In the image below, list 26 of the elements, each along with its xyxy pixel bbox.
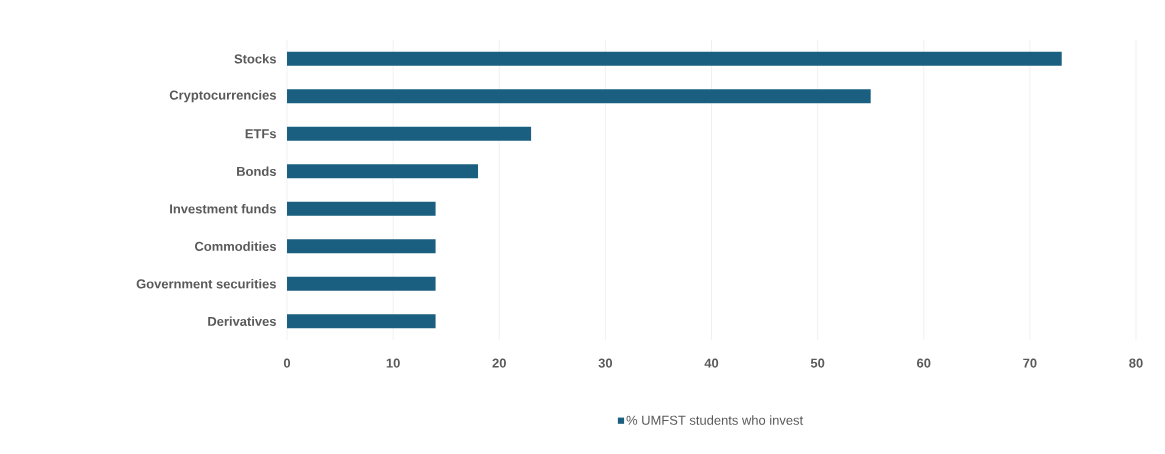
- x-tick-label: 20: [492, 358, 506, 368]
- y-tick-label: ETFs: [245, 129, 276, 139]
- legend-label: % UMFST students who invest: [626, 415, 804, 425]
- x-tick-label: 30: [598, 358, 613, 368]
- x-tick-label: 60: [917, 358, 931, 368]
- x-tick-label: 0: [283, 358, 291, 368]
- bar: [287, 239, 436, 254]
- bar: [287, 164, 479, 179]
- x-tick-label: 70: [1023, 358, 1037, 368]
- bar: [287, 314, 436, 329]
- y-tick-label: Commodities: [194, 241, 276, 251]
- x-tick-label: 80: [1129, 358, 1143, 368]
- y-tick-label: Investment funds: [170, 203, 276, 214]
- x-tick-label: 50: [810, 358, 825, 368]
- y-tick-label: Derivatives: [208, 316, 276, 326]
- bar: [287, 126, 532, 141]
- bar: [287, 51, 1062, 66]
- y-tick-label: Government securities: [136, 278, 276, 289]
- y-tick-label: Cryptocurrencies: [169, 90, 276, 103]
- bar: [287, 201, 436, 216]
- y-tick-label: Stocks: [234, 53, 276, 64]
- y-tick-label: Bonds: [237, 166, 276, 176]
- bar: [287, 89, 871, 104]
- bar: [287, 276, 436, 291]
- x-tick-label: 40: [704, 358, 719, 368]
- x-tick-label: 10: [386, 358, 400, 368]
